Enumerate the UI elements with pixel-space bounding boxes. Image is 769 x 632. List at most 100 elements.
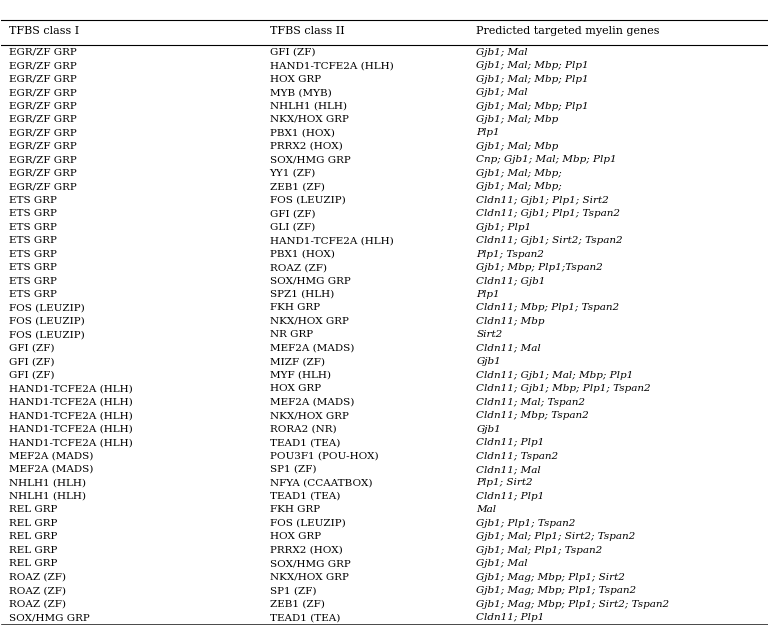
Text: TFBS class II: TFBS class II [270, 26, 345, 36]
Text: Cldn11; Mbp; Tspan2: Cldn11; Mbp; Tspan2 [477, 411, 589, 420]
Text: FOS (LEUZIP): FOS (LEUZIP) [9, 317, 85, 326]
Text: GFI (ZF): GFI (ZF) [9, 357, 55, 367]
Text: Cnp; Gjb1; Mal; Mbp; Plp1: Cnp; Gjb1; Mal; Mbp; Plp1 [477, 155, 617, 164]
Text: Plp1: Plp1 [477, 290, 500, 299]
Text: Predicted targeted myelin genes: Predicted targeted myelin genes [477, 26, 660, 36]
Text: Cldn11; Gjb1: Cldn11; Gjb1 [477, 277, 546, 286]
Text: HAND1-TCFE2A (HLH): HAND1-TCFE2A (HLH) [270, 236, 393, 245]
Text: SOX/HMG GRP: SOX/HMG GRP [270, 277, 351, 286]
Text: Gjb1; Mal; Mbp; Plp1: Gjb1; Mal; Mbp; Plp1 [477, 75, 589, 83]
Text: HAND1-TCFE2A (HLH): HAND1-TCFE2A (HLH) [9, 411, 133, 420]
Text: ETS GRP: ETS GRP [9, 222, 57, 232]
Text: Cldn11; Tspan2: Cldn11; Tspan2 [477, 451, 558, 461]
Text: Gjb1; Plp1: Gjb1; Plp1 [477, 222, 531, 232]
Text: Gjb1; Mal; Mbp: Gjb1; Mal; Mbp [477, 142, 559, 151]
Text: Gjb1; Plp1; Tspan2: Gjb1; Plp1; Tspan2 [477, 519, 576, 528]
Text: Cldn11; Gjb1; Plp1; Sirt2: Cldn11; Gjb1; Plp1; Sirt2 [477, 196, 609, 205]
Text: NKX/HOX GRP: NKX/HOX GRP [270, 573, 348, 581]
Text: SPZ1 (HLH): SPZ1 (HLH) [270, 290, 334, 299]
Text: EGR/ZF GRP: EGR/ZF GRP [9, 115, 77, 124]
Text: TEAD1 (TEA): TEAD1 (TEA) [270, 613, 340, 622]
Text: EGR/ZF GRP: EGR/ZF GRP [9, 88, 77, 97]
Text: Sirt2: Sirt2 [477, 331, 503, 339]
Text: FOS (LEUZIP): FOS (LEUZIP) [270, 519, 345, 528]
Text: Gjb1; Mal; Mbp;: Gjb1; Mal; Mbp; [477, 169, 562, 178]
Text: Gjb1; Mal; Mbp; Plp1: Gjb1; Mal; Mbp; Plp1 [477, 61, 589, 70]
Text: Gjb1; Mal; Plp1; Sirt2; Tspan2: Gjb1; Mal; Plp1; Sirt2; Tspan2 [477, 532, 636, 542]
Text: ROAZ (ZF): ROAZ (ZF) [9, 573, 66, 581]
Text: ROAZ (ZF): ROAZ (ZF) [9, 600, 66, 609]
Text: EGR/ZF GRP: EGR/ZF GRP [9, 182, 77, 191]
Text: HAND1-TCFE2A (HLH): HAND1-TCFE2A (HLH) [9, 398, 133, 406]
Text: Cldn11; Mal: Cldn11; Mal [477, 344, 541, 353]
Text: HAND1-TCFE2A (HLH): HAND1-TCFE2A (HLH) [9, 438, 133, 447]
Text: TEAD1 (TEA): TEAD1 (TEA) [270, 438, 340, 447]
Text: SOX/HMG GRP: SOX/HMG GRP [270, 559, 351, 568]
Text: YY1 (ZF): YY1 (ZF) [270, 169, 316, 178]
Text: MEF2A (MADS): MEF2A (MADS) [9, 465, 93, 474]
Text: FOS (LEUZIP): FOS (LEUZIP) [9, 331, 85, 339]
Text: HAND1-TCFE2A (HLH): HAND1-TCFE2A (HLH) [9, 384, 133, 393]
Text: EGR/ZF GRP: EGR/ZF GRP [9, 155, 77, 164]
Text: Gjb1; Mag; Mbp; Plp1; Tspan2: Gjb1; Mag; Mbp; Plp1; Tspan2 [477, 586, 637, 595]
Text: Gjb1; Mal; Plp1; Tspan2: Gjb1; Mal; Plp1; Tspan2 [477, 546, 603, 555]
Text: Cldn11; Mal: Cldn11; Mal [477, 465, 541, 474]
Text: RORA2 (NR): RORA2 (NR) [270, 425, 336, 434]
Text: SP1 (ZF): SP1 (ZF) [270, 586, 316, 595]
Text: GLI (ZF): GLI (ZF) [270, 222, 315, 232]
Text: NKX/HOX GRP: NKX/HOX GRP [270, 411, 348, 420]
Text: MIZF (ZF): MIZF (ZF) [270, 357, 325, 367]
Text: SOX/HMG GRP: SOX/HMG GRP [270, 155, 351, 164]
Text: ROAZ (ZF): ROAZ (ZF) [270, 263, 327, 272]
Text: REL GRP: REL GRP [9, 546, 58, 555]
Text: ZEB1 (ZF): ZEB1 (ZF) [270, 182, 325, 191]
Text: Cldn11; Mbp; Plp1; Tspan2: Cldn11; Mbp; Plp1; Tspan2 [477, 303, 620, 312]
Text: NHLH1 (HLH): NHLH1 (HLH) [270, 102, 347, 111]
Text: FKH GRP: FKH GRP [270, 303, 320, 312]
Text: PBX1 (HOX): PBX1 (HOX) [270, 128, 335, 137]
Text: Gjb1; Mal: Gjb1; Mal [477, 88, 528, 97]
Text: EGR/ZF GRP: EGR/ZF GRP [9, 169, 77, 178]
Text: EGR/ZF GRP: EGR/ZF GRP [9, 47, 77, 57]
Text: EGR/ZF GRP: EGR/ZF GRP [9, 75, 77, 83]
Text: SP1 (ZF): SP1 (ZF) [270, 465, 316, 474]
Text: EGR/ZF GRP: EGR/ZF GRP [9, 142, 77, 151]
Text: GFI (ZF): GFI (ZF) [9, 371, 55, 380]
Text: Plp1: Plp1 [477, 128, 500, 137]
Text: MYB (MYB): MYB (MYB) [270, 88, 331, 97]
Text: ETS GRP: ETS GRP [9, 263, 57, 272]
Text: Gjb1; Mal; Mbp;: Gjb1; Mal; Mbp; [477, 182, 562, 191]
Text: Plp1; Tspan2: Plp1; Tspan2 [477, 250, 544, 258]
Text: MEF2A (MADS): MEF2A (MADS) [270, 398, 354, 406]
Text: Mal: Mal [477, 506, 497, 514]
Text: ETS GRP: ETS GRP [9, 209, 57, 218]
Text: ETS GRP: ETS GRP [9, 290, 57, 299]
Text: Cldn11; Gjb1; Mal; Mbp; Plp1: Cldn11; Gjb1; Mal; Mbp; Plp1 [477, 371, 634, 380]
Text: REL GRP: REL GRP [9, 506, 58, 514]
Text: Cldn11; Gjb1; Mbp; Plp1; Tspan2: Cldn11; Gjb1; Mbp; Plp1; Tspan2 [477, 384, 651, 393]
Text: Cldn11; Mal; Tspan2: Cldn11; Mal; Tspan2 [477, 398, 585, 406]
Text: EGR/ZF GRP: EGR/ZF GRP [9, 102, 77, 111]
Text: ETS GRP: ETS GRP [9, 236, 57, 245]
Text: Gjb1: Gjb1 [477, 357, 501, 367]
Text: Cldn11; Gjb1; Sirt2; Tspan2: Cldn11; Gjb1; Sirt2; Tspan2 [477, 236, 623, 245]
Text: NKX/HOX GRP: NKX/HOX GRP [270, 317, 348, 326]
Text: TEAD1 (TEA): TEAD1 (TEA) [270, 492, 340, 501]
Text: GFI (ZF): GFI (ZF) [270, 209, 315, 218]
Text: NHLH1 (HLH): NHLH1 (HLH) [9, 492, 86, 501]
Text: EGR/ZF GRP: EGR/ZF GRP [9, 128, 77, 137]
Text: NR GRP: NR GRP [270, 331, 313, 339]
Text: MEF2A (MADS): MEF2A (MADS) [270, 344, 354, 353]
Text: FOS (LEUZIP): FOS (LEUZIP) [270, 196, 345, 205]
Text: REL GRP: REL GRP [9, 559, 58, 568]
Text: EGR/ZF GRP: EGR/ZF GRP [9, 61, 77, 70]
Text: GFI (ZF): GFI (ZF) [9, 344, 55, 353]
Text: HOX GRP: HOX GRP [270, 384, 321, 393]
Text: NHLH1 (HLH): NHLH1 (HLH) [9, 478, 86, 487]
Text: HOX GRP: HOX GRP [270, 75, 321, 83]
Text: ROAZ (ZF): ROAZ (ZF) [9, 586, 66, 595]
Text: NKX/HOX GRP: NKX/HOX GRP [270, 115, 348, 124]
Text: ETS GRP: ETS GRP [9, 250, 57, 258]
Text: Gjb1; Mag; Mbp; Plp1; Sirt2: Gjb1; Mag; Mbp; Plp1; Sirt2 [477, 573, 625, 581]
Text: HAND1-TCFE2A (HLH): HAND1-TCFE2A (HLH) [9, 425, 133, 434]
